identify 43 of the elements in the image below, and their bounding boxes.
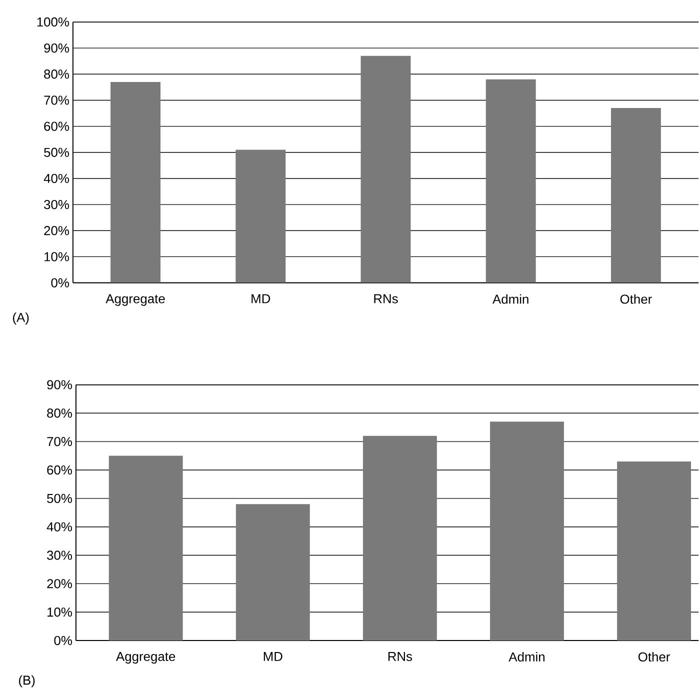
bar [490, 422, 564, 641]
x-tick-label: Other [620, 294, 652, 304]
bar [236, 150, 286, 284]
text: (A) [12, 312, 29, 325]
bar [110, 82, 160, 284]
y-tick-label: 40% [44, 174, 69, 184]
y-tick-label: 70% [44, 96, 69, 106]
y-tick-label: 30% [44, 200, 69, 210]
x-tick-label: Aggregate [116, 652, 176, 664]
y-tick-label: 70% [47, 437, 72, 446]
y-tick-label: 20% [47, 579, 72, 589]
y-tick-label: 0% [54, 636, 72, 646]
x-tick-label: Other [638, 652, 670, 662]
text: (B) [18, 675, 35, 688]
y-tick-label: 20% [44, 226, 69, 236]
y-tick-label: 40% [46, 522, 72, 532]
y-tick-label: 30% [47, 550, 72, 560]
bar [610, 108, 661, 284]
y-tick-label: 80% [47, 408, 72, 418]
y-tick-label: 60% [44, 122, 69, 132]
x-tick-label: Admin [508, 652, 544, 662]
y-tick-label: 90% [47, 380, 72, 390]
y-tick-label: 50% [44, 148, 69, 158]
x-tick-label: MD [252, 294, 270, 304]
y-tick-label: 10% [48, 608, 72, 617]
bar [362, 436, 437, 641]
bar [486, 80, 536, 284]
y-tick-label: 80% [44, 70, 69, 79]
bar [108, 456, 183, 641]
bar [236, 504, 310, 641]
x-tick-label: RNs [388, 652, 412, 662]
y-tick-label: 90% [44, 44, 69, 53]
x-tick-label: Aggregate [106, 294, 165, 306]
bar [617, 462, 692, 641]
bar [360, 56, 411, 284]
y-tick-label: 100% [37, 18, 69, 27]
y-tick-label: 60% [47, 466, 72, 475]
y-tick-label: 0% [51, 278, 69, 288]
x-tick-label: MD [264, 652, 282, 662]
y-tick-label: 50% [47, 494, 72, 504]
x-tick-label: RNs [374, 294, 398, 304]
x-tick-label: Admin [492, 294, 528, 304]
y-tick-label: 10% [44, 252, 69, 262]
